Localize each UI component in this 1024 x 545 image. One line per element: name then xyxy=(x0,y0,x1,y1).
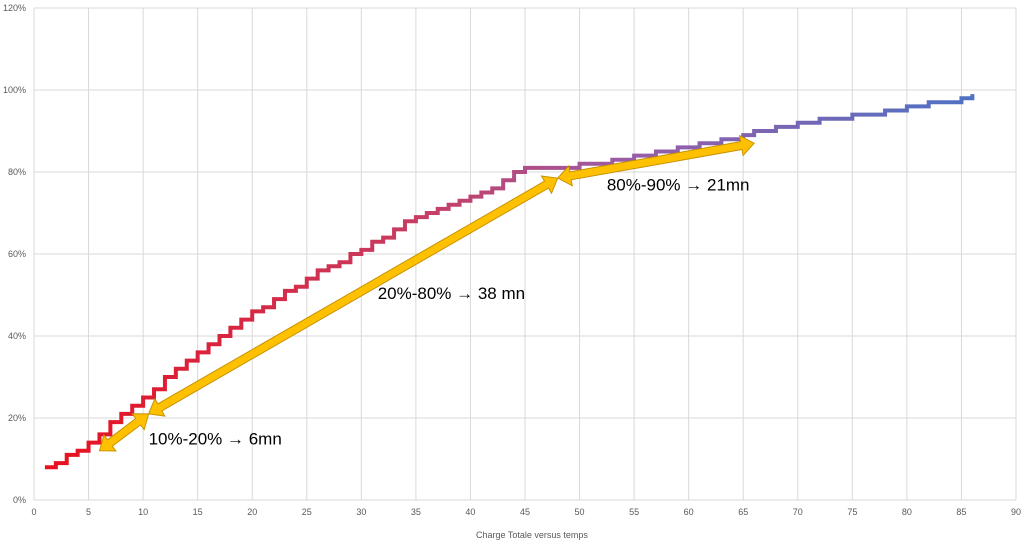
x-tick-label: 85 xyxy=(956,507,966,517)
x-tick-label: 80 xyxy=(902,507,912,517)
y-tick-label: 100% xyxy=(3,85,26,95)
annotation-label: 10%-20% → 6mn xyxy=(149,430,282,449)
legend: Charge Totale versus temps xyxy=(452,530,588,540)
x-tick-label: 25 xyxy=(302,507,312,517)
gridlines xyxy=(33,7,1017,501)
x-tick-label: 40 xyxy=(465,507,475,517)
x-tick-label: 10 xyxy=(138,507,148,517)
annotation-arrow xyxy=(98,413,150,452)
x-tick-label: 0 xyxy=(31,507,36,517)
x-tick-label: 30 xyxy=(356,507,366,517)
series-line xyxy=(44,94,975,470)
x-tick-label: 50 xyxy=(575,507,585,517)
x-tick-labels: 0 5 10 15 20 25 30 35 40 45 50 55 60 65 70 75 80 85 90 xyxy=(31,507,1021,517)
annotation-arrow xyxy=(556,134,755,187)
x-tick-label: 20 xyxy=(247,507,257,517)
annotation-label: 20%-80% → 38 mn xyxy=(378,284,525,303)
y-tick-label: 120% xyxy=(3,3,26,13)
legend-label: Charge Totale versus temps xyxy=(476,530,588,540)
y-tick-label: 0% xyxy=(13,495,26,505)
x-tick-label: 90 xyxy=(1011,507,1021,517)
series-layer xyxy=(44,94,975,470)
x-tick-label: 60 xyxy=(684,507,694,517)
annotation-label: 80%-90% → 21mn xyxy=(607,175,750,194)
x-tick-label: 55 xyxy=(629,507,639,517)
y-tick-labels: 0% 20% 40% 60% 80% 100% 120% xyxy=(3,3,26,505)
x-tick-label: 65 xyxy=(738,507,748,517)
x-tick-label: 70 xyxy=(793,507,803,517)
x-tick-label: 75 xyxy=(847,507,857,517)
y-tick-label: 40% xyxy=(8,331,26,341)
annotation-labels: 10%-20% → 6mn 20%-80% → 38 mn 80%-90% → 21… xyxy=(149,175,750,448)
x-tick-label: 15 xyxy=(193,507,203,517)
x-tick-label: 35 xyxy=(411,507,421,517)
y-tick-label: 60% xyxy=(8,249,26,259)
y-tick-label: 80% xyxy=(8,167,26,177)
annotation-arrows xyxy=(98,134,755,452)
y-tick-label: 20% xyxy=(8,413,26,423)
x-tick-label: 45 xyxy=(520,507,530,517)
x-tick-label: 5 xyxy=(86,507,91,517)
